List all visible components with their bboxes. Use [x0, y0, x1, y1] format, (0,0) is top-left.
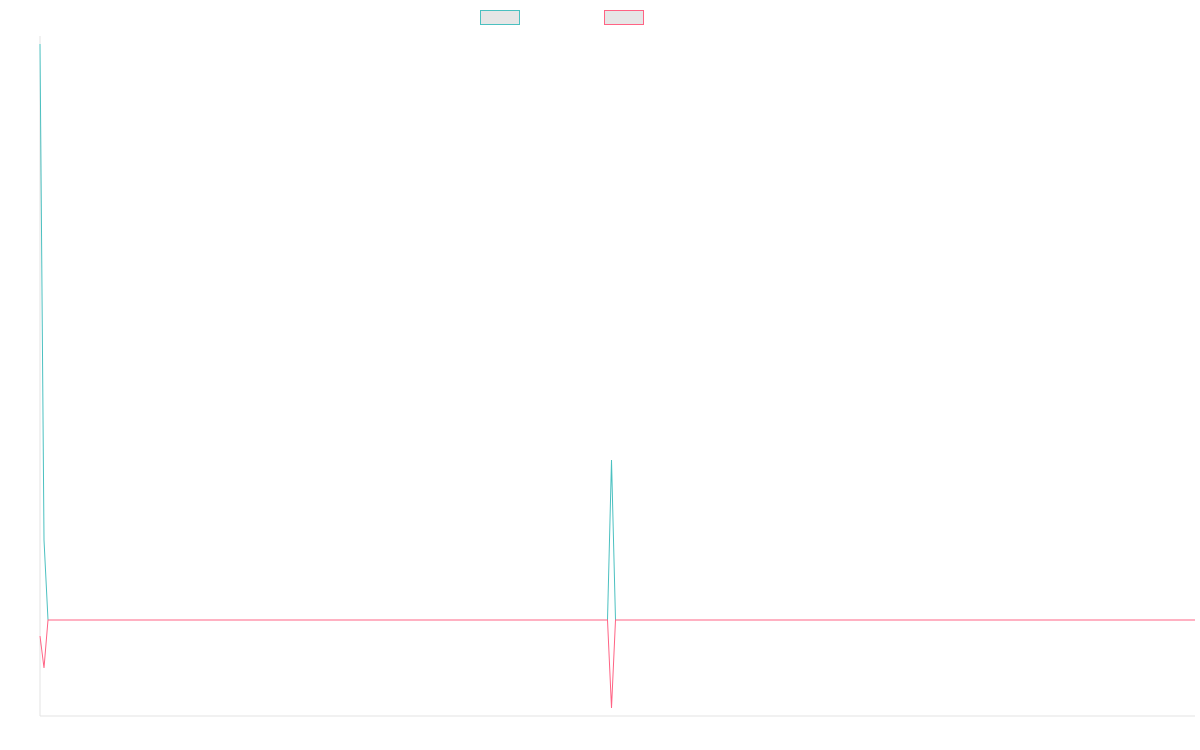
legend-swatch-series-2 [604, 10, 644, 25]
series-line-2 [39, 619, 1195, 709]
series-line-1 [39, 43, 1195, 621]
legend-swatch-series-1 [480, 10, 520, 25]
legend-item-series-2[interactable] [604, 9, 650, 26]
legend-item-series-1[interactable] [480, 9, 526, 26]
